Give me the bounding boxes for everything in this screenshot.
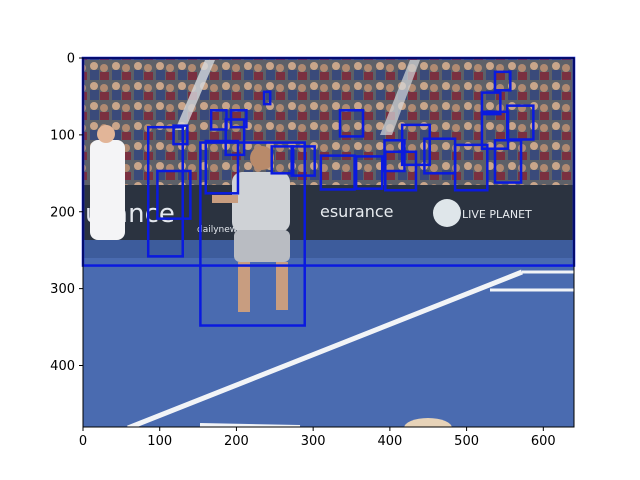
player-shorts <box>234 230 290 262</box>
bounding-box <box>480 91 502 116</box>
live-planet-logo <box>433 199 461 227</box>
bounding-box <box>156 169 192 220</box>
crowd-area <box>83 58 574 188</box>
advertising-wall <box>83 185 574 240</box>
x-tick-label: 300 <box>301 434 326 449</box>
court-surface <box>83 240 574 427</box>
bounding-box <box>493 70 512 92</box>
bounding-box <box>453 143 489 192</box>
player-leg-left <box>238 262 250 312</box>
bounding-box <box>400 123 432 167</box>
bounding-box <box>354 155 384 190</box>
bounding-box <box>290 145 316 177</box>
bounding-box <box>199 141 306 327</box>
bounding-box <box>338 109 365 138</box>
tennis-court-photo: esurance LIVE PLANET urance dailynews <box>83 58 574 427</box>
bounding-box <box>319 154 356 191</box>
x-tick-label: 400 <box>377 434 402 449</box>
y-tick-label: 400 <box>50 359 75 374</box>
player-leg-right <box>276 262 288 310</box>
player-head <box>250 146 274 170</box>
banner-text-live-planet: LIVE PLANET <box>462 208 532 221</box>
bounding-box <box>172 124 189 146</box>
x-tick-label: 100 <box>147 434 172 449</box>
y-tick-label: 200 <box>50 205 75 220</box>
bounding-box <box>270 145 295 175</box>
y-tick-label: 300 <box>50 282 75 297</box>
y-tick-label: 0 <box>67 52 75 67</box>
player-shirt <box>232 172 290 232</box>
bounding-box <box>384 150 418 192</box>
bounding-box <box>224 118 246 157</box>
x-tick-label: 500 <box>454 434 479 449</box>
court-back-strip <box>83 240 574 258</box>
bounding-box <box>204 139 240 195</box>
bounding-box <box>493 139 523 184</box>
banner-text-esurance: esurance <box>320 202 393 221</box>
ball-kid <box>90 140 125 240</box>
banner-text-dailynews: dailynews <box>197 225 242 235</box>
x-axis: 0 100 200 300 400 500 600 <box>79 427 556 449</box>
x-tick-label: 0 <box>79 434 87 449</box>
y-axis: 0 100 200 300 400 <box>50 52 83 374</box>
axes-frame <box>82 57 575 428</box>
x-tick-label: 200 <box>224 434 249 449</box>
stairs-railing-right <box>380 60 420 135</box>
stairs-railing <box>175 60 215 130</box>
bounding-box <box>262 90 272 106</box>
court-line-diagonal <box>127 269 523 427</box>
ball-kid-head <box>97 125 115 143</box>
player-arm <box>212 195 238 203</box>
foreground-head <box>404 418 452 427</box>
bounding-box <box>146 125 184 258</box>
x-tick-label: 600 <box>531 434 556 449</box>
y-tick-label: 100 <box>50 128 75 143</box>
